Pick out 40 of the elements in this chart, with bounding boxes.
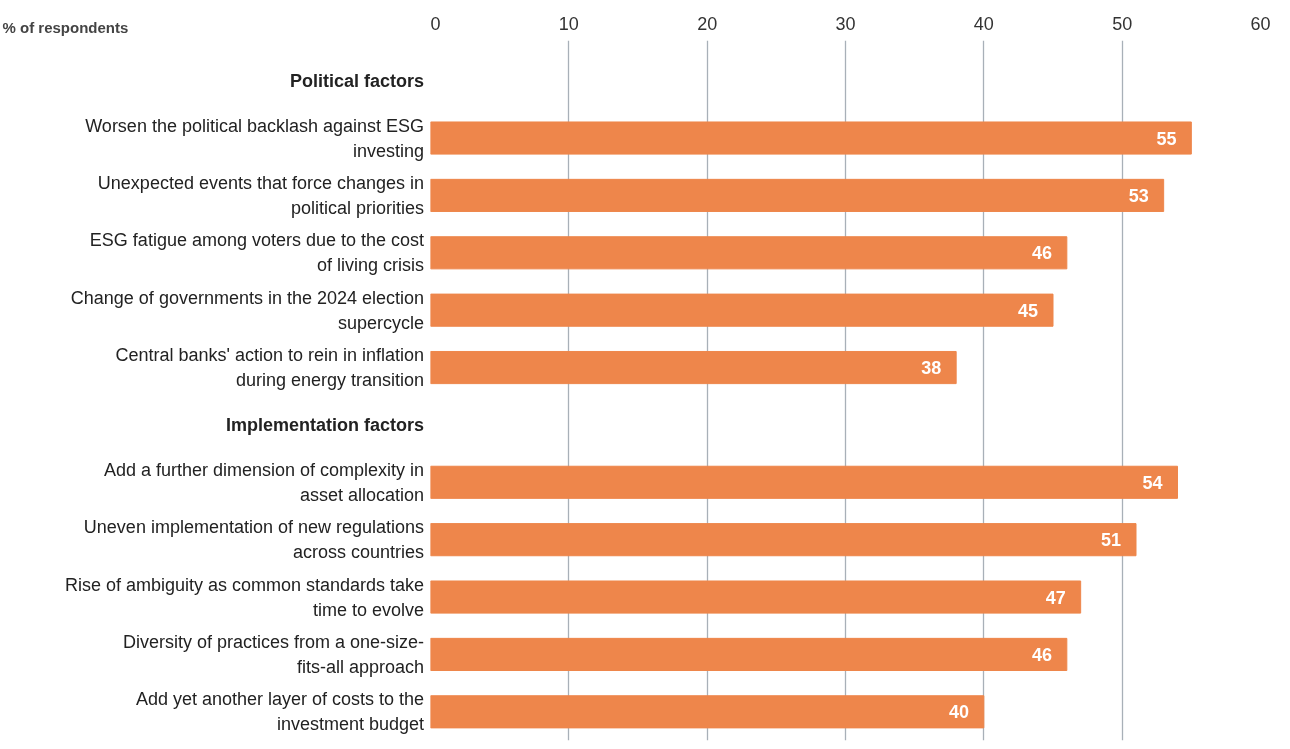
y-tick-label: Uneven implementation of new regulations across countries <box>83 517 425 563</box>
x-tick-label: 0 <box>430 13 441 34</box>
x-tick-label: 60 <box>1250 13 1271 34</box>
bar <box>430 465 1178 499</box>
bar <box>430 695 985 729</box>
x-tick-label: 50 <box>1112 13 1133 34</box>
bar <box>430 121 1192 155</box>
y-tick-label: Change of governments in the 2024 election supercycle <box>70 287 425 333</box>
data-label: 55 <box>1156 128 1177 149</box>
y-tick-label: Central banks' action to rein in inflation during energy transition <box>115 345 425 391</box>
y-tick-label: Political factors <box>290 70 425 91</box>
x-tick-label: 40 <box>973 13 994 34</box>
data-label: 45 <box>1018 300 1039 321</box>
x-tick-label: 10 <box>558 13 579 34</box>
bar <box>430 523 1137 557</box>
bar <box>430 580 1082 614</box>
data-label: 54 <box>1142 472 1163 493</box>
y-tick-label: Add yet another layer of costs to the investment budget <box>135 689 425 735</box>
y-tick-label: ESG fatigue among voters due to the cost of living crisis <box>89 230 425 276</box>
bar <box>430 637 1068 671</box>
data-label: 38 <box>921 358 942 379</box>
bar <box>430 293 1054 327</box>
data-label: 46 <box>1031 644 1052 665</box>
x-tick-label: 30 <box>835 13 856 34</box>
x-axis-title: % of respondents <box>2 18 129 36</box>
data-label: 47 <box>1045 587 1066 608</box>
x-tick-label: 20 <box>697 13 718 34</box>
y-tick-label: Unexpected events that force changes in political priorities <box>97 172 425 218</box>
y-tick-label: Add a further dimension of complexity in asset allocation <box>103 459 425 505</box>
data-label: 51 <box>1101 530 1122 551</box>
y-tick-label: Worsen the political backlash against ESG investing <box>85 115 425 161</box>
y-tick-label: Diversity of practices from a one-size-fits-all approach <box>122 631 425 677</box>
y-tick-label: Rise of ambiguity as common standards take time to evolve <box>64 574 425 620</box>
y-tick-label: Implementation factors <box>226 414 425 435</box>
data-label: 40 <box>948 702 969 723</box>
bar <box>430 178 1165 212</box>
bar <box>430 350 957 385</box>
bar <box>430 236 1068 270</box>
data-label: 53 <box>1128 185 1149 206</box>
data-label: 46 <box>1031 243 1052 264</box>
